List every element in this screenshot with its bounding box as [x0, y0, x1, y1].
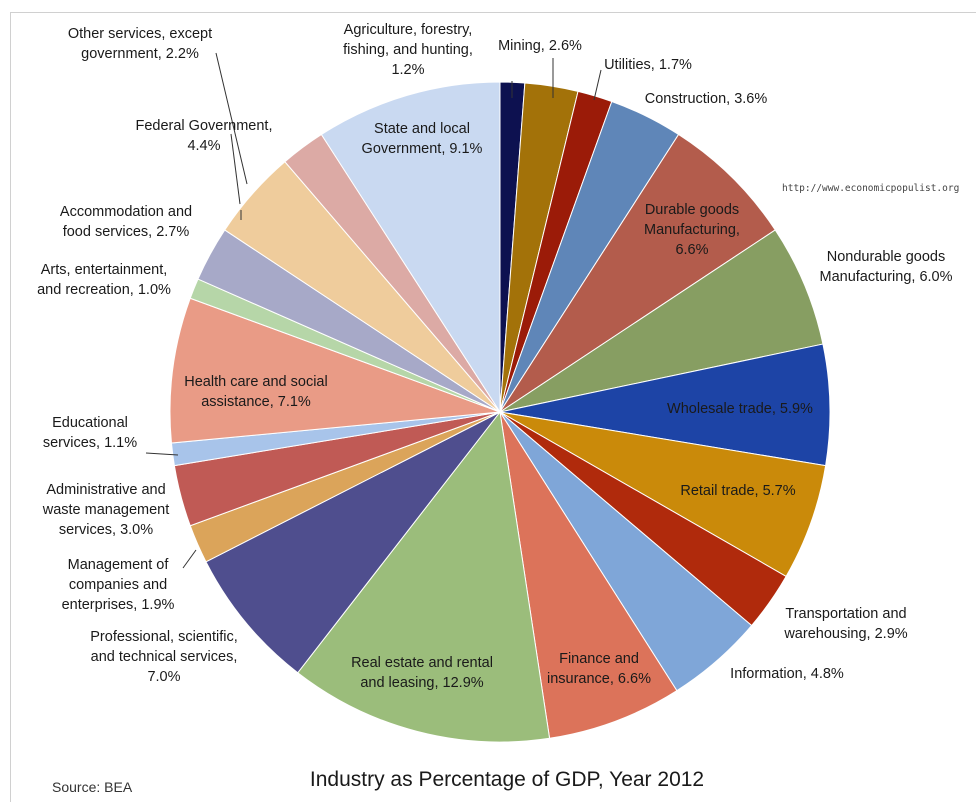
- slice-label-line: 6.6%: [675, 242, 708, 258]
- slice-label-line: State and local: [374, 121, 470, 137]
- slice-label-line: Arts, entertainment,: [41, 262, 168, 278]
- slice-label: Administrative and waste management servic…: [42, 482, 170, 538]
- slice-label-line: Utilities, 1.7%: [604, 57, 692, 73]
- chart-frame: [10, 12, 976, 802]
- leader-line: [215, 52, 248, 185]
- slice-label-line: and leasing, 12.9%: [360, 675, 483, 691]
- slice-label-line: Professional, scientific,: [90, 629, 237, 645]
- leader-line: [145, 452, 179, 456]
- slice-label-line: Accommodation and: [60, 204, 192, 220]
- pie-slice: [499, 343, 831, 467]
- slice-label: Nondurable goods Manufacturing, 6.0%: [820, 249, 953, 285]
- slice-label-line: Construction, 3.6%: [645, 91, 768, 107]
- leader-line: [593, 69, 602, 101]
- slice-label-line: warehousing, 2.9%: [783, 626, 907, 642]
- slice-label-line: Nondurable goods: [827, 249, 946, 265]
- pie-slice: [499, 229, 824, 413]
- slice-label-line: Transportation and: [785, 606, 906, 622]
- slice-label: Utilities, 1.7%: [604, 57, 692, 73]
- slice-label-line: services, 3.0%: [59, 522, 153, 538]
- slice-label-line: companies and: [69, 577, 167, 593]
- slice-label-line: Manufacturing, 6.0%: [820, 269, 953, 285]
- label-leaders: [145, 52, 602, 569]
- slice-label-line: government, 2.2%: [81, 46, 199, 62]
- slice-label: Information, 4.8%: [730, 666, 844, 682]
- slice-labels: Agriculture, forestry, fishing, and hunti…: [37, 22, 953, 691]
- slice-label-line: 4.4%: [187, 138, 220, 154]
- slice-label-line: Administrative and: [46, 482, 165, 498]
- slice-label-line: insurance, 6.6%: [547, 671, 651, 687]
- slice-label: Health care and social assistance, 7.1%: [184, 374, 327, 410]
- slice-label-line: 1.2%: [391, 62, 424, 78]
- slice-label-line: Health care and social: [184, 374, 327, 390]
- leader-line: [230, 133, 241, 205]
- slice-label-line: waste management: [42, 502, 170, 518]
- slice-label: Mining, 2.6%: [498, 38, 582, 54]
- slice-label: Durable goods Manufacturing, 6.6%: [644, 202, 740, 258]
- leader-line: [182, 549, 197, 569]
- pie-slice: [499, 133, 776, 413]
- slice-label-line: Management of: [68, 557, 170, 573]
- slice-label: Arts, entertainment, and recreation, 1.0%: [37, 262, 171, 298]
- slice-label-line: enterprises, 1.9%: [62, 597, 175, 613]
- slice-label-line: Manufacturing,: [644, 222, 740, 238]
- pie-slice: [320, 81, 501, 414]
- pie-slice: [205, 411, 501, 674]
- slice-label-line: Retail trade, 5.7%: [680, 483, 795, 499]
- slice-label: Construction, 3.6%: [645, 91, 768, 107]
- source-note: Source: BEA: [52, 779, 133, 795]
- slice-label: Other services, except government, 2.2%: [68, 26, 212, 62]
- slice-label: Federal Government, 4.4%: [135, 118, 272, 154]
- slice-label-line: Wholesale trade, 5.9%: [667, 401, 813, 417]
- slice-label-line: and recreation, 1.0%: [37, 282, 171, 298]
- slice-label-line: food services, 2.7%: [63, 224, 190, 240]
- slice-label-line: Federal Government,: [135, 118, 272, 134]
- pie-slice: [169, 297, 501, 444]
- slice-label-line: and technical services,: [91, 649, 238, 665]
- slice-label-line: Durable goods: [645, 202, 739, 218]
- chart-title: Industry as Percentage of GDP, Year 2012: [310, 768, 704, 791]
- slice-label-line: services, 1.1%: [43, 435, 137, 451]
- slice-label-line: Real estate and rental: [351, 655, 493, 671]
- slice-label-line: Information, 4.8%: [730, 666, 844, 682]
- slice-label: Retail trade, 5.7%: [680, 483, 795, 499]
- pie-slice: [297, 410, 551, 743]
- slice-label: Transportation and warehousing, 2.9%: [783, 606, 907, 642]
- slice-label: Management of companies and enterprises, 1…: [62, 557, 175, 613]
- pie-slice: [499, 411, 678, 739]
- slice-label-line: 7.0%: [147, 669, 180, 685]
- slice-label-line: Other services, except: [68, 26, 212, 42]
- slice-label-line: fishing, and hunting,: [343, 42, 473, 58]
- slice-label-line: Finance and: [559, 651, 639, 667]
- slice-label: Real estate and rental and leasing, 12.9%: [351, 655, 493, 691]
- slice-label: Educational services, 1.1%: [43, 415, 137, 451]
- slice-label-line: assistance, 7.1%: [201, 394, 311, 410]
- slice-label-line: Mining, 2.6%: [498, 38, 582, 54]
- slice-label: Accommodation and food services, 2.7%: [60, 204, 192, 240]
- slice-label-line: Agriculture, forestry,: [344, 22, 473, 38]
- slice-label: Finance and insurance, 6.6%: [547, 651, 651, 687]
- slice-label-line: Educational: [52, 415, 128, 431]
- slice-label: Agriculture, forestry, fishing, and hunti…: [343, 22, 473, 78]
- slice-label-line: Government, 9.1%: [362, 141, 483, 157]
- slice-label: State and local Government, 9.1%: [362, 121, 483, 157]
- slice-label: Professional, scientific, and technical s…: [90, 629, 237, 685]
- website-url: http://www.economicpopulist.org: [782, 183, 959, 194]
- slice-label: Wholesale trade, 5.9%: [667, 401, 813, 417]
- pie-slices: [169, 81, 831, 743]
